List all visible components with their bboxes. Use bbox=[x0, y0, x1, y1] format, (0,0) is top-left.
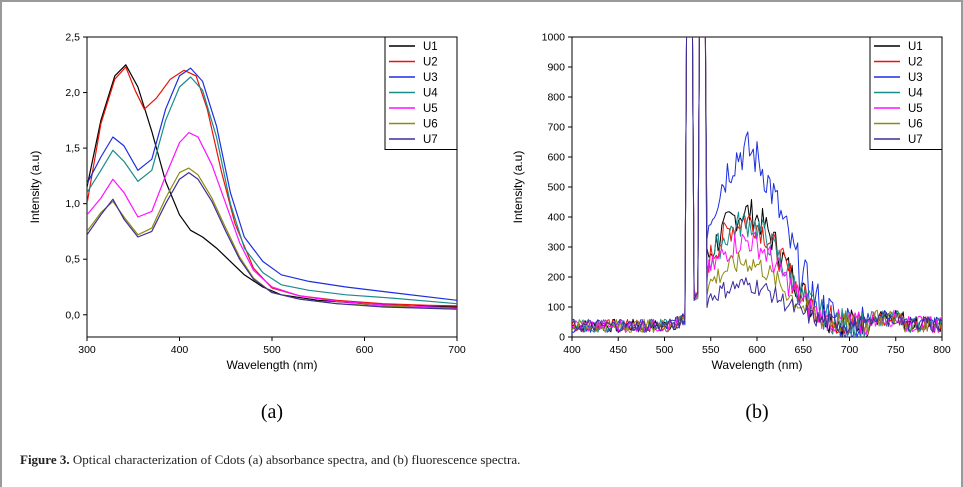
series-line-u3 bbox=[87, 67, 457, 301]
x-tick-label: 600 bbox=[356, 344, 374, 356]
series-line-u6 bbox=[572, 37, 942, 335]
series-line-u2 bbox=[87, 66, 457, 307]
x-tick-label: 700 bbox=[448, 344, 466, 356]
x-tick-label: 400 bbox=[171, 344, 189, 356]
x-tick-label: 400 bbox=[563, 344, 581, 356]
y-tick-label: 1,0 bbox=[65, 198, 80, 210]
x-tick-label: 500 bbox=[656, 344, 674, 356]
legend-label-u6: U6 bbox=[908, 119, 923, 131]
panel-label: (b) bbox=[745, 401, 768, 423]
legend-label-u7: U7 bbox=[423, 134, 438, 146]
series-line-u5 bbox=[87, 132, 457, 309]
frame-left-border bbox=[0, 0, 2, 487]
x-tick-label: 800 bbox=[933, 344, 951, 356]
series-line-u4 bbox=[87, 76, 457, 305]
legend-label-u2: U2 bbox=[908, 57, 923, 69]
y-tick-label: 500 bbox=[547, 182, 565, 194]
legend-label-u5: U5 bbox=[423, 103, 438, 115]
legend-label-u7: U7 bbox=[908, 134, 923, 146]
y-tick-label: 200 bbox=[547, 272, 565, 284]
frame-right-border bbox=[961, 0, 963, 487]
y-tick-label: 300 bbox=[547, 242, 565, 254]
panel-a-chart: 300 400 500 600 700 0,0 0,5 1,0 1,5 2,0 2,5 Wavelen… bbox=[28, 32, 466, 424]
legend-label-u1: U1 bbox=[423, 41, 438, 53]
x-tick-label: 300 bbox=[78, 344, 96, 356]
legend-label-u4: U4 bbox=[423, 88, 438, 100]
legend: U1 U2 U3 U4 U5 U6 U7 bbox=[384, 36, 458, 150]
y-tick-label: 0 bbox=[559, 332, 565, 344]
x-axis-label: Wavelength (nm) bbox=[227, 358, 318, 372]
y-tick-label: 100 bbox=[547, 302, 565, 314]
x-tick-label: 450 bbox=[609, 344, 627, 356]
caption-text: Optical characterization of Cdots (a) ab… bbox=[69, 452, 521, 467]
y-tick-label: 2,5 bbox=[65, 32, 80, 44]
legend-label-u6: U6 bbox=[423, 119, 438, 131]
y-tick-label: 1,5 bbox=[65, 143, 80, 155]
y-tick-label: 600 bbox=[547, 152, 565, 164]
legend-label-u5: U5 bbox=[908, 103, 923, 115]
panel-label: (a) bbox=[261, 401, 283, 423]
y-tick-label: 0,0 bbox=[65, 309, 80, 321]
x-tick-label: 700 bbox=[841, 344, 859, 356]
figure-caption: Figure 3. Optical characterization of Cd… bbox=[20, 452, 520, 468]
x-tick-label: 750 bbox=[887, 344, 905, 356]
y-tick-label: 400 bbox=[547, 212, 565, 224]
series-group bbox=[572, 37, 942, 337]
y-tick-label: 900 bbox=[547, 62, 565, 74]
legend-label-u2: U2 bbox=[423, 57, 438, 69]
x-tick-label: 600 bbox=[748, 344, 766, 356]
series-group bbox=[87, 64, 457, 310]
series-line-u7 bbox=[87, 172, 457, 310]
series-line-u7 bbox=[572, 37, 942, 335]
x-tick-label: 500 bbox=[263, 344, 281, 356]
y-tick-label: 800 bbox=[547, 92, 565, 104]
legend: U1 U2 U3 U4 U5 U6 U7 bbox=[869, 36, 943, 150]
frame-top-border bbox=[0, 0, 963, 2]
series-line-u1 bbox=[572, 37, 942, 337]
y-tick-label: 0,5 bbox=[65, 254, 80, 266]
series-line-u1 bbox=[87, 64, 457, 308]
x-tick-label: 650 bbox=[794, 344, 812, 356]
x-tick-label: 550 bbox=[702, 344, 720, 356]
panel-b-chart: 400 450 500 550 600 650 700 750 800 0 100 200 300 400… bbox=[511, 32, 951, 424]
y-tick-label: 700 bbox=[547, 122, 565, 134]
legend-label-u1: U1 bbox=[908, 41, 923, 53]
legend-label-u3: U3 bbox=[908, 72, 923, 84]
x-axis-label: Wavelength (nm) bbox=[712, 358, 803, 372]
y-axis-label: Intensity (a.u) bbox=[28, 151, 42, 224]
y-axis-label: Intensity (a.u) bbox=[511, 151, 525, 224]
legend-label-u4: U4 bbox=[908, 88, 923, 100]
y-tick-label: 1000 bbox=[542, 32, 566, 44]
caption-label: Figure 3. bbox=[20, 452, 70, 467]
legend-label-u3: U3 bbox=[423, 72, 438, 84]
y-tick-label: 2,0 bbox=[65, 87, 80, 99]
